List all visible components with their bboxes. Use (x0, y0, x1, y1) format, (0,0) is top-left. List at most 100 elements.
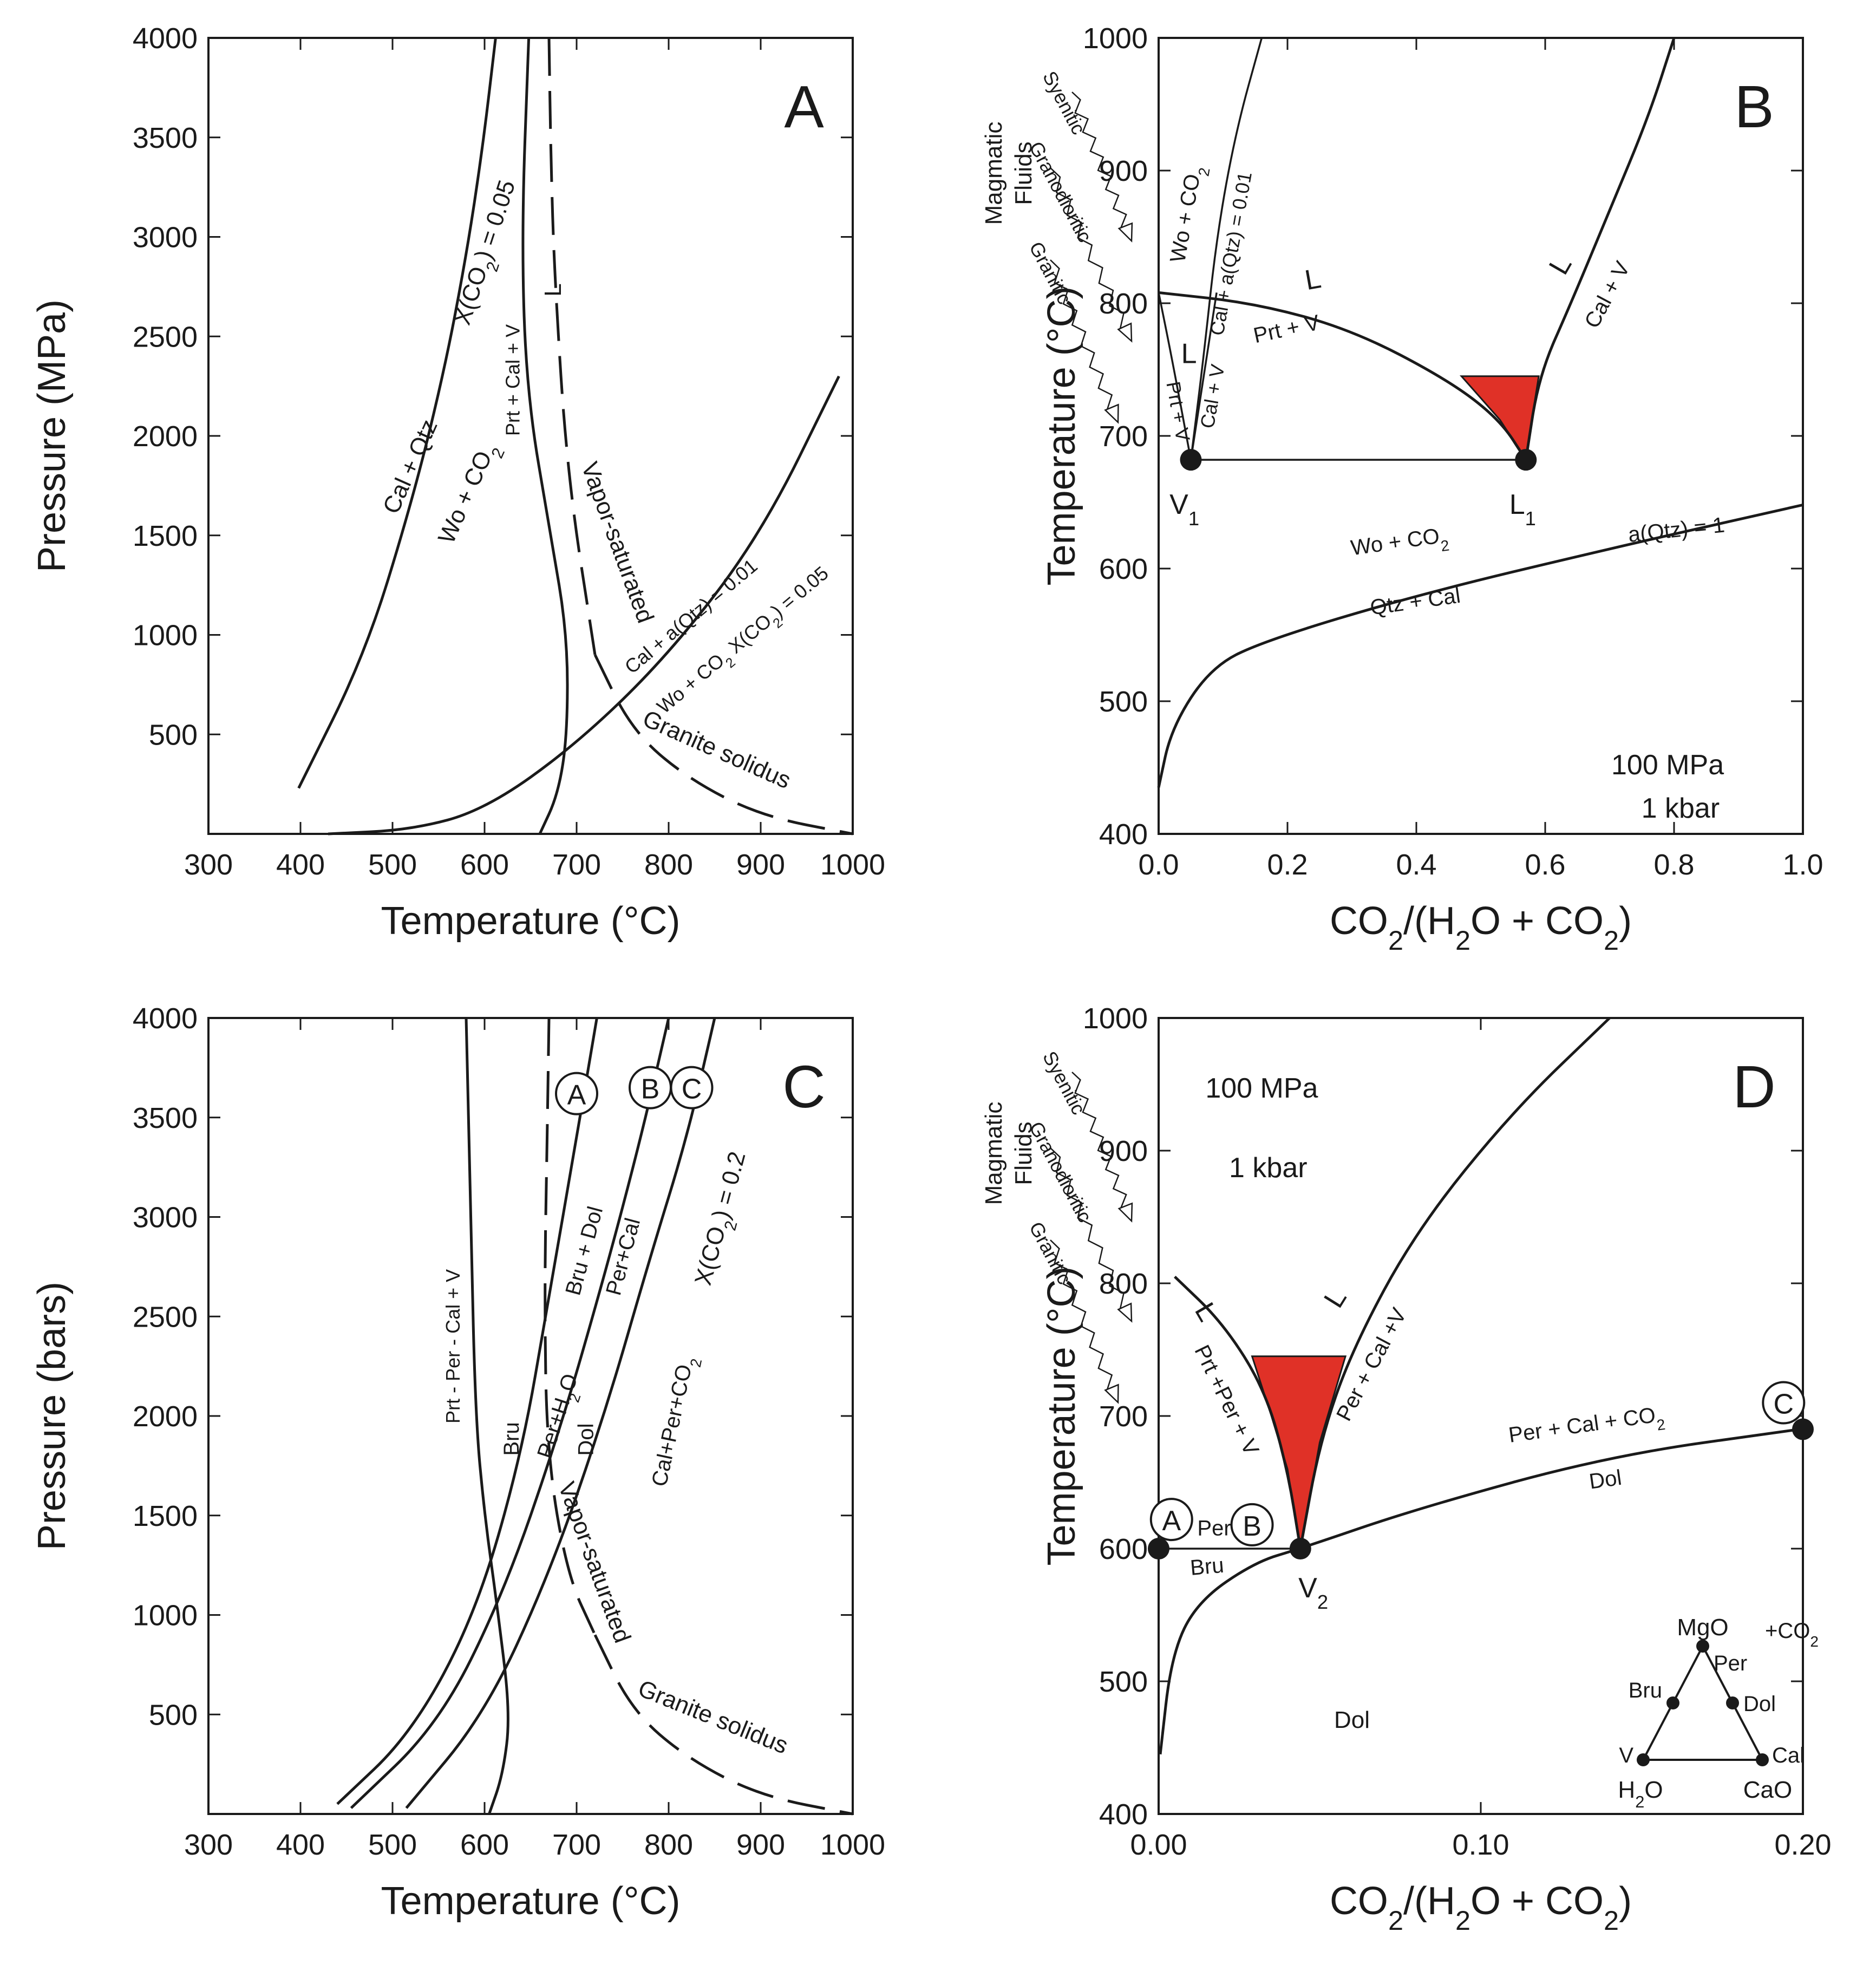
x-tick-label: 0.2 (1267, 849, 1308, 881)
label-liquid: L (540, 283, 566, 296)
circle-label-b: B (641, 1074, 660, 1105)
label-xco2-005: X(CO2) = 0.05 (449, 177, 528, 331)
x-tick-label: 400 (276, 1829, 325, 1861)
circle-label-a: A (567, 1080, 586, 1111)
label-cal-per-co2: Cal+Per+CO2 (648, 1354, 705, 1490)
series-line (465, 1017, 509, 1815)
point-a (1148, 1538, 1169, 1559)
x-tick-label: 700 (552, 849, 601, 881)
label-V1: V1 (1169, 489, 1199, 530)
label-L-top: L (1303, 263, 1324, 296)
y-tick-label: 700 (1099, 1400, 1148, 1433)
y-axis-title: Temperature (°C) (1040, 286, 1083, 586)
inset-plus-co2: +CO2 (1765, 1619, 1819, 1650)
label-qtz-cal: Qtz + Cal (1369, 584, 1462, 620)
x-tick-label: 400 (276, 849, 325, 881)
point-l1 (1515, 449, 1537, 471)
y-tick-label: 400 (1099, 818, 1148, 851)
x-tick-label: 500 (368, 849, 417, 881)
series-line (544, 1017, 597, 1636)
label-V2: V2 (1298, 1572, 1328, 1613)
fluid-arrow-granitic-arrowhead (1104, 403, 1119, 424)
y-tick-label: 3500 (133, 122, 198, 154)
label-1kbar: 1 kbar (1229, 1152, 1308, 1184)
inset-v: V (1619, 1744, 1633, 1767)
plot-frame (1158, 1017, 1804, 1815)
label-per-cal-co2: Per + Cal + CO2 (1507, 1402, 1666, 1454)
point-v2 (1289, 1538, 1311, 1559)
y-tick-label: 900 (1099, 1135, 1148, 1167)
y-tick-label: 2500 (133, 1301, 198, 1333)
x-axis-title: CO2/(H2O + CO2) (1330, 1879, 1632, 1936)
label-vapor-saturated: Vapor-saturated (576, 459, 659, 626)
series-line (1157, 503, 1803, 788)
y-tick-label: 500 (1099, 686, 1148, 718)
label-cal-v-right: Cal + V (1580, 257, 1635, 332)
y-tick-label: 2500 (133, 321, 198, 353)
label-1kbar: 1 kbar (1642, 793, 1720, 824)
y-axis-title: Temperature (°C) (1040, 1267, 1083, 1566)
series-line (1159, 1428, 1800, 1755)
y-tick-label: 1500 (133, 520, 198, 552)
fluid-arrow-granodioritic-wiggle (1050, 1147, 1125, 1309)
y-axis-title: Pressure (bars) (30, 1282, 74, 1550)
label-dol-lower: Dol (1334, 1707, 1370, 1733)
x-tick-label: 300 (184, 849, 233, 881)
fluid-label-syenitic: Syenitic (1038, 1048, 1090, 1119)
circle-label-a-circle (555, 1072, 598, 1115)
fluid-arrow-granitic-arrowhead (1104, 1383, 1119, 1404)
x-axis-title: Temperature (°C) (381, 899, 681, 943)
y-axis-title: Pressure (MPa) (30, 299, 74, 572)
y-tick-label: 3500 (133, 1102, 198, 1134)
label-100mpa: 100 MPa (1611, 749, 1724, 781)
label-L-left: L (1181, 338, 1197, 369)
panel-letter: B (1734, 74, 1774, 140)
series-line (336, 1017, 598, 1805)
circle-label-b-circle (1230, 1503, 1274, 1546)
fluid-arrow-syenitic-arrowhead (1117, 1202, 1133, 1223)
inset-cal: Cal (1772, 1744, 1805, 1767)
point-v1 (1180, 449, 1202, 471)
y-tick-label: 600 (1099, 1533, 1148, 1565)
y-tick-label: 2000 (133, 420, 198, 453)
inset-mgo: MgO (1677, 1614, 1728, 1641)
fluid-arrow-syenitic-wiggle (1071, 92, 1127, 228)
h2o-vertex (1637, 1753, 1650, 1766)
circle-label-b: B (1243, 1511, 1261, 1542)
plot-frame (207, 37, 854, 835)
fluid-arrow-granodioritic-arrowhead (1117, 322, 1133, 343)
y-tick-label: 1000 (133, 619, 198, 652)
x-tick-label: 0.20 (1774, 1829, 1831, 1861)
point-c (1792, 1418, 1814, 1440)
y-tick-label: 1000 (1083, 22, 1148, 55)
y-tick-label: 900 (1099, 155, 1148, 187)
x-tick-label: 800 (644, 1829, 693, 1861)
y-tick-label: 500 (1099, 1666, 1148, 1698)
dol-point (1726, 1696, 1739, 1709)
label-L-right: L (1318, 1283, 1353, 1313)
x-tick-label: 1000 (820, 1829, 885, 1861)
series-line (547, 37, 597, 655)
magmatic-label: Magmatic (981, 122, 1007, 225)
y-tick-label: 1500 (133, 1500, 198, 1532)
label-dol-upper: Dol (1587, 1466, 1623, 1494)
label-prt-v-left: Prt + V (1162, 380, 1194, 442)
label-per: Per (1197, 1517, 1231, 1541)
circle-label-c: C (682, 1074, 702, 1105)
series-line (1189, 37, 1263, 460)
x-axis-title: Temperature (°C) (381, 1879, 681, 1923)
y-tick-label: 3000 (133, 1202, 198, 1234)
x-tick-label: 800 (644, 849, 693, 881)
y-tick-label: 600 (1099, 553, 1148, 585)
label-wo-co2: Wo + CO2 (433, 439, 508, 551)
label-prt-per-cal-v: Prt - Per - Cal + V (442, 1269, 464, 1424)
plot-frame (1158, 37, 1804, 835)
inset-bru: Bru (1629, 1679, 1662, 1702)
panel-letter: A (784, 74, 824, 140)
y-tick-label: 700 (1099, 420, 1148, 453)
x-axis-title: CO2/(H2O + CO2) (1330, 899, 1632, 956)
y-tick-label: 500 (149, 1699, 198, 1731)
y-tick-label: 2000 (133, 1400, 198, 1433)
label-aqtz-1: a(Qtz) = 1 (1627, 513, 1726, 546)
series-line (328, 375, 840, 836)
